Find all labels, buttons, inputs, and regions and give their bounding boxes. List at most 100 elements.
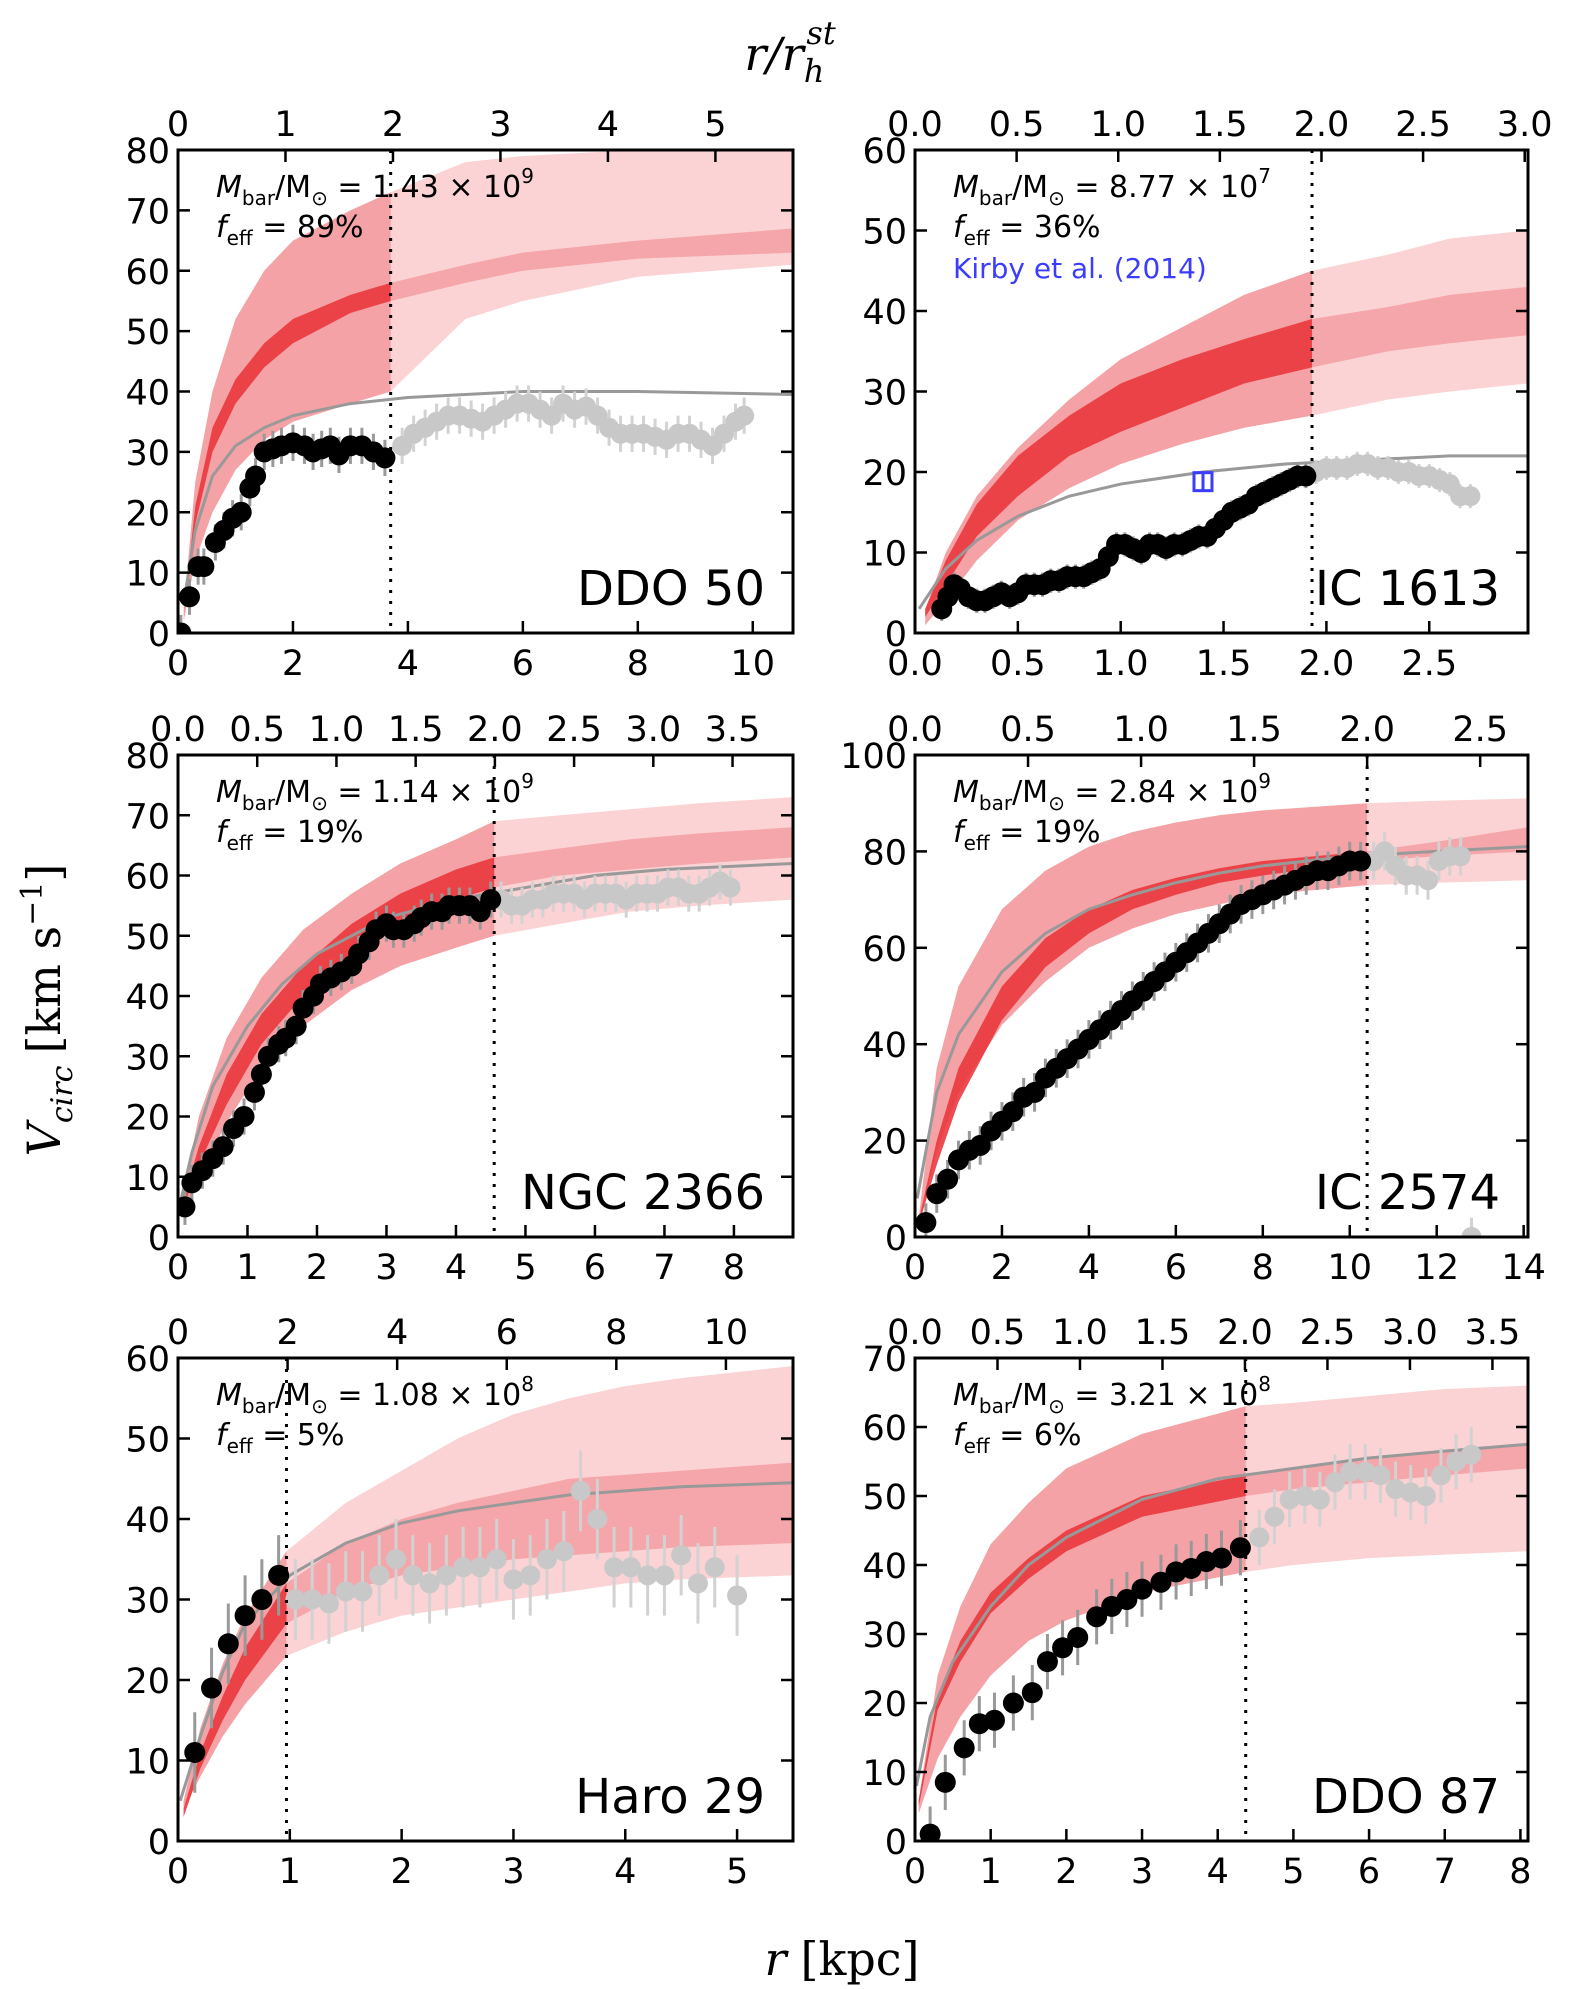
- data-point-outer: [520, 1565, 541, 1586]
- data-point-outer: [1415, 1486, 1436, 1506]
- x-tick-label: 4: [1078, 1248, 1100, 1288]
- data-point-outer: [537, 1549, 557, 1570]
- data-point-outer: [369, 1565, 390, 1586]
- data-point-inner: [250, 1063, 272, 1085]
- x-tick-label: 8: [1509, 1852, 1531, 1892]
- data-point-inner: [915, 1212, 937, 1234]
- mass-label: Mbar/M⊙ = 1.08 × 108: [216, 1372, 534, 1418]
- top-tick-label: 8: [605, 1313, 627, 1353]
- data-point-inner: [1116, 1589, 1138, 1610]
- top-tick-label: 0.5: [989, 105, 1045, 145]
- plot-area: [915, 1385, 1528, 1841]
- top-tick-label: 0.0: [887, 1313, 943, 1353]
- top-tick-label: 0.5: [229, 710, 285, 750]
- data-point-outer: [1249, 1527, 1270, 1548]
- galaxy-name: NGC 2366: [521, 1165, 765, 1221]
- data-point-inner: [233, 1106, 255, 1127]
- x-tick-label: 5: [1282, 1852, 1304, 1892]
- y-tick-label: 60: [125, 1340, 170, 1380]
- data-point-inner: [1350, 850, 1372, 872]
- y-tick-label: 0: [885, 615, 907, 655]
- data-point-inner: [1211, 1547, 1232, 1569]
- y-tick-label: 60: [862, 132, 907, 172]
- y-tick-label: 10: [125, 555, 170, 595]
- data-point-inner: [1150, 1571, 1172, 1593]
- data-point-outer: [1279, 1489, 1300, 1510]
- data-point-inner: [1229, 1537, 1251, 1559]
- x-tick-label: 4: [614, 1852, 636, 1892]
- x-tick-label: 8: [723, 1248, 745, 1288]
- top-tick-label: 3.0: [625, 710, 681, 750]
- model-curve: [917, 454, 1528, 610]
- data-point-outer: [318, 1593, 339, 1614]
- data-point-inner: [184, 1741, 206, 1763]
- top-tick-label: 0.0: [887, 710, 943, 750]
- feff-label: feff = 19%: [216, 815, 364, 855]
- data-point-inner: [178, 1196, 196, 1218]
- data-point-inner: [1024, 1081, 1046, 1103]
- x-tick-label: 6: [1165, 1248, 1187, 1288]
- y-tick-label: 40: [125, 374, 170, 414]
- y-tick-label: 40: [125, 978, 170, 1018]
- x-tick-label: 6: [512, 644, 534, 684]
- x-tick-label: 0: [904, 1248, 926, 1288]
- y-tick-label: 0: [885, 1219, 907, 1259]
- top-tick-label: 3.0: [1497, 105, 1553, 145]
- data-point-outer: [486, 1549, 507, 1570]
- feff-label: feff = 36%: [953, 210, 1101, 250]
- top-tick-label: 0: [167, 1313, 189, 1353]
- axes-frame: [913, 753, 1530, 1239]
- y-tick-label: 30: [125, 434, 170, 474]
- data-point-inner: [1295, 465, 1317, 487]
- data-point-inner: [217, 1633, 239, 1655]
- y-tick-label: 10: [125, 1743, 170, 1783]
- data-point-inner: [251, 1589, 273, 1610]
- data-point-outer: [302, 1589, 323, 1610]
- galaxy-name: DDO 87: [1312, 1769, 1500, 1825]
- x-tick-label: 2: [1055, 1852, 1077, 1892]
- top-tick-label: 2.0: [1294, 105, 1350, 145]
- y-tick-label: 60: [862, 1409, 907, 1449]
- data-point-inner: [969, 1134, 991, 1156]
- x-tick-label: 10: [1327, 1248, 1372, 1288]
- y-tick-label: 10: [125, 1159, 170, 1199]
- data-point-outer: [335, 1581, 356, 1602]
- top-tick-label: 3.5: [1465, 1313, 1521, 1353]
- data-point-inner: [234, 1605, 256, 1627]
- data-point-inner: [374, 447, 396, 469]
- top-tick-label: 4: [386, 1313, 408, 1353]
- y-tick-label: 60: [125, 253, 170, 293]
- y-tick-label: 10: [862, 1754, 907, 1794]
- plot-area: [178, 1366, 793, 1817]
- model-curve: [178, 1481, 793, 1802]
- x-tick-label: 4: [1207, 1852, 1229, 1892]
- top-tick-label: 2: [276, 1313, 298, 1353]
- y-tick-label: 0: [148, 1219, 170, 1259]
- data-point-inner: [178, 622, 192, 633]
- top-tick-label: 0: [167, 105, 189, 145]
- galaxy-name: Haro 29: [575, 1769, 765, 1825]
- kirby-point: [1192, 471, 1214, 493]
- top-tick-label: 6: [496, 1313, 518, 1353]
- data-point-inner: [1002, 1692, 1024, 1714]
- data-point-outer: [1309, 1489, 1330, 1510]
- y-tick-label: 40: [862, 293, 907, 333]
- data-point-outer: [704, 1557, 725, 1578]
- data-point-outer: [604, 1557, 625, 1578]
- top-tick-label: 3.5: [705, 710, 761, 750]
- data-point-outer: [402, 1565, 423, 1586]
- data-point-outer: [654, 1565, 675, 1586]
- mass-label: Mbar/M⊙ = 2.84 × 109: [953, 769, 1271, 815]
- data-point-outer: [637, 1565, 658, 1586]
- data-point-outer: [1355, 1461, 1376, 1482]
- top-tick-label: 1.0: [1113, 710, 1169, 750]
- top-tick-label: 2.0: [467, 710, 523, 750]
- data-point-inner: [934, 1771, 956, 1793]
- y-tick-label: 0: [885, 1823, 907, 1863]
- data-point-inner: [937, 1168, 959, 1190]
- band-mid-inner: [918, 1475, 1246, 1807]
- top-tick-label: 5: [704, 105, 726, 145]
- data-point-outer: [620, 1557, 641, 1578]
- y-tick-label: 0: [148, 1823, 170, 1863]
- x-tick-label: 14: [1501, 1248, 1546, 1288]
